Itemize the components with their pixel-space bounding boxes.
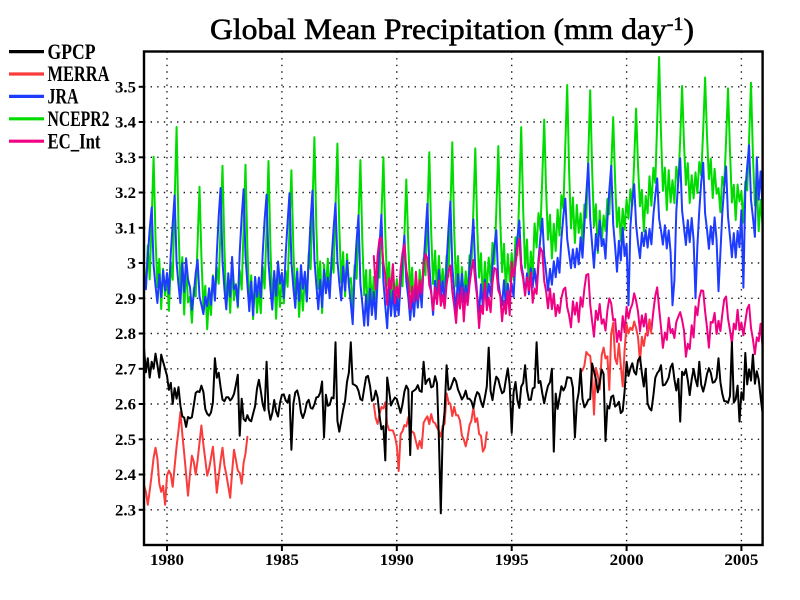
svg-text:2.4: 2.4 [115,467,136,484]
svg-text:1995: 1995 [495,552,529,569]
svg-text:2.5: 2.5 [115,432,136,449]
svg-text:3.1: 3.1 [115,220,136,237]
svg-text:1980: 1980 [150,552,184,569]
svg-text:3.5: 3.5 [115,79,136,96]
svg-text:GPCP: GPCP [48,39,96,64]
svg-text:2.8: 2.8 [115,326,136,343]
svg-text:3.3: 3.3 [115,150,136,167]
svg-text:2.7: 2.7 [115,361,136,378]
svg-text:2.6: 2.6 [115,397,136,414]
svg-text:EC_Int: EC_Int [48,128,102,153]
svg-text:1985: 1985 [265,552,299,569]
svg-text:3.2: 3.2 [115,185,136,202]
svg-text:MERRA: MERRA [48,61,110,86]
svg-text:1990: 1990 [380,552,414,569]
svg-text:2.9: 2.9 [115,291,136,308]
svg-text:JRA: JRA [48,84,79,109]
svg-text:2005: 2005 [724,552,758,569]
svg-text:2000: 2000 [610,552,644,569]
svg-text:NCEPR2: NCEPR2 [48,106,110,131]
svg-text:3.4: 3.4 [115,115,136,132]
svg-text:Global Mean Precipitation (mm: Global Mean Precipitation (mm day -1) [210,13,694,46]
svg-text:3: 3 [127,256,136,273]
svg-text:2.3: 2.3 [115,502,136,519]
